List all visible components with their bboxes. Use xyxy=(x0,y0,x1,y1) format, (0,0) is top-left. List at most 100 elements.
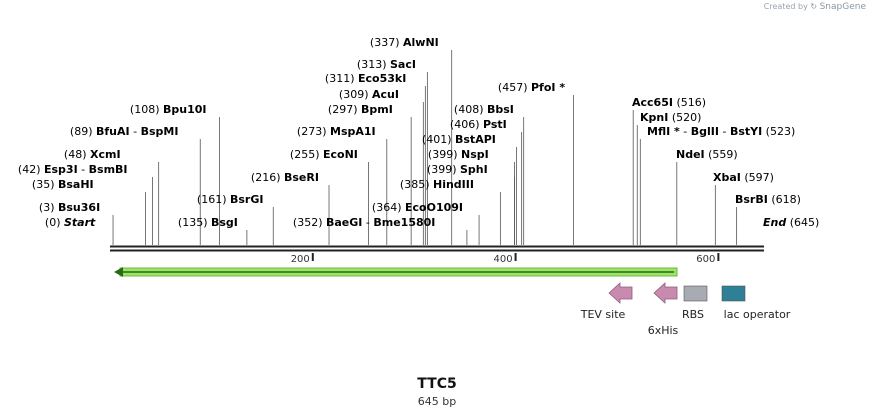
site-label-bpmi-12[interactable]: (297) BpmI xyxy=(328,103,393,116)
site-label-pfoi-25[interactable]: (457) PfoI * xyxy=(498,81,565,94)
plasmid-name-text: TTC5 xyxy=(417,376,457,392)
tick-label-600: 600 xyxy=(696,254,715,265)
site-pos: (645) xyxy=(786,216,819,229)
6xhis-arrow-icon[interactable] xyxy=(653,282,678,304)
site-pos: (516) xyxy=(673,96,706,109)
site-name-bsmbi: BsmBI xyxy=(89,163,128,176)
plasmid-length-text: 645 bp xyxy=(417,395,457,408)
site-sep: - xyxy=(78,163,89,176)
site-pos: (35) xyxy=(32,178,58,191)
site-label-hindiii-19[interactable]: (385) HindIII xyxy=(400,178,474,191)
site-pos: (597) xyxy=(741,171,774,184)
site-label-saci-15[interactable]: (313) SacI xyxy=(357,58,416,71)
site-name-bsu36i: Bsu36I xyxy=(58,201,100,214)
site-name-bbsi: BbsI xyxy=(487,103,514,116)
site-name-bpmi: BpmI xyxy=(361,103,393,116)
orf-arrow[interactable] xyxy=(114,267,678,277)
site-label-bsgi-7[interactable]: (135) BsgI xyxy=(178,216,238,229)
site-pos: (401) xyxy=(422,133,455,146)
site-pos: (48) xyxy=(64,148,90,161)
site-name-bsrbi: BsrBI xyxy=(735,193,768,206)
site-name-bglii: BglII xyxy=(691,125,719,138)
site-label-eco53ki-14[interactable]: (311) Eco53kI xyxy=(325,72,406,85)
site-name-ndei: NdeI xyxy=(676,148,705,161)
site-name-saci: SacI xyxy=(390,58,416,71)
site-label-alwni-16[interactable]: (337) AlwNI xyxy=(370,36,439,49)
site-label-bstapi-22[interactable]: (401) BstAPI xyxy=(422,133,496,146)
site-label-baegi-17[interactable]: (352) BaeGI - Bme1580I xyxy=(293,216,435,229)
site-label-psti-23[interactable]: (406) PstI xyxy=(450,118,507,131)
site-label-nspi-21[interactable]: (399) NspI xyxy=(428,148,489,161)
site-pos: (559) xyxy=(705,148,738,161)
site-sep: - xyxy=(130,125,141,138)
site-label-bseri-9[interactable]: (216) BseRI xyxy=(251,171,319,184)
rbs-box-icon[interactable] xyxy=(683,285,708,302)
site-name-hindiii: HindIII xyxy=(433,178,474,191)
site-label-bsrgi-8[interactable]: (161) BsrGI xyxy=(197,193,264,206)
site-label-ndei-29[interactable]: NdeI (559) xyxy=(676,148,738,161)
site-pos: (337) xyxy=(370,36,403,49)
site-name-bstyi: BstYI xyxy=(730,125,762,138)
site-name-alwni: AlwNI xyxy=(403,36,439,49)
lac-operator-box-icon[interactable] xyxy=(721,285,746,302)
feature-label-tev-site: TEV site xyxy=(580,308,626,321)
site-lines xyxy=(112,50,738,245)
site-labels: (0) Start (3) Bsu36I (35) BsaHI (42) Esp3I … xyxy=(18,36,819,229)
site-label-bbsi-24[interactable]: (408) BbsI xyxy=(454,103,514,116)
site-pos: (161) xyxy=(197,193,230,206)
site-name-end: End xyxy=(763,216,786,229)
site-name-econi: EcoNI xyxy=(323,148,358,161)
site-label-ecoo109i-18[interactable]: (364) EcoO109I xyxy=(372,201,463,214)
site-label-esp3i-3[interactable]: (42) Esp3I - BsmBI xyxy=(18,163,128,176)
feature-label-lac-operator: lac operator xyxy=(724,308,791,321)
site-label-xbai-30[interactable]: XbaI (597) xyxy=(713,171,774,184)
site-name-ecoo109i: EcoO109I xyxy=(405,201,463,214)
site-label-mfli-28[interactable]: MflI * - BglII - BstYI (523) xyxy=(647,125,795,138)
site-name-xbai: XbaI xyxy=(713,171,741,184)
site-label-econi-10[interactable]: (255) EcoNI xyxy=(290,148,358,161)
site-pos: (385) xyxy=(400,178,433,191)
site-pos: (108) xyxy=(130,103,163,116)
site-pos: (520) xyxy=(668,111,701,124)
site-label-bsahi-2[interactable]: (35) BsaHI xyxy=(32,178,94,191)
site-label-bpu10i-6[interactable]: (108) Bpu10I xyxy=(130,103,207,116)
site-name-acc65i: Acc65I xyxy=(632,96,673,109)
site-name-bseri: BseRI xyxy=(284,171,319,184)
site-name-psti: PstI xyxy=(483,118,507,131)
tev-site-arrow-icon[interactable] xyxy=(608,282,633,304)
site-name-bspmi: BspMI xyxy=(141,125,179,138)
site-label-acc65i-26[interactable]: Acc65I (516) xyxy=(632,96,706,109)
site-pos: (0) xyxy=(45,216,64,229)
site-label-sphi-20[interactable]: (399) SphI xyxy=(427,163,488,176)
plasmid-name: TTC5 xyxy=(0,373,874,392)
site-sep: - xyxy=(719,125,730,138)
site-pos: (618) xyxy=(768,193,801,206)
site-sep: - xyxy=(362,216,373,229)
site-pos: (216) xyxy=(251,171,284,184)
site-pos: (364) xyxy=(372,201,405,214)
site-label-bsu36i-1[interactable]: (3) Bsu36I xyxy=(39,201,100,214)
site-pos: (406) xyxy=(450,118,483,131)
site-pos: (309) xyxy=(339,88,372,101)
site-pos: (89) xyxy=(70,125,96,138)
tick-label-200: 200 xyxy=(291,254,310,265)
site-name-baegi: BaeGI xyxy=(326,216,362,229)
site-label-mspa1i-11[interactable]: (273) MspA1I xyxy=(297,125,376,138)
site-label-end-32[interactable]: End (645) xyxy=(763,216,819,229)
plasmid-length: 645 bp xyxy=(0,390,874,409)
site-pos: (135) xyxy=(178,216,211,229)
site-label-acui-13[interactable]: (309) AcuI xyxy=(339,88,399,101)
site-label-kpni-27[interactable]: KpnI (520) xyxy=(640,111,701,124)
site-name-pfoi: PfoI * xyxy=(531,81,565,94)
feature-label-6xhis: 6xHis xyxy=(648,324,679,337)
site-sep: - xyxy=(680,125,691,138)
site-label-bfuai-5[interactable]: (89) BfuAI - BspMI xyxy=(70,125,179,138)
site-name-esp3i: Esp3I xyxy=(44,163,78,176)
site-label-bsrbi-31[interactable]: BsrBI (618) xyxy=(735,193,801,206)
site-label-start-0[interactable]: (0) Start xyxy=(45,216,96,229)
site-label-xcmi-4[interactable]: (48) XcmI xyxy=(64,148,121,161)
site-name-mfli: MflI * xyxy=(647,125,680,138)
site-pos: (352) xyxy=(293,216,326,229)
